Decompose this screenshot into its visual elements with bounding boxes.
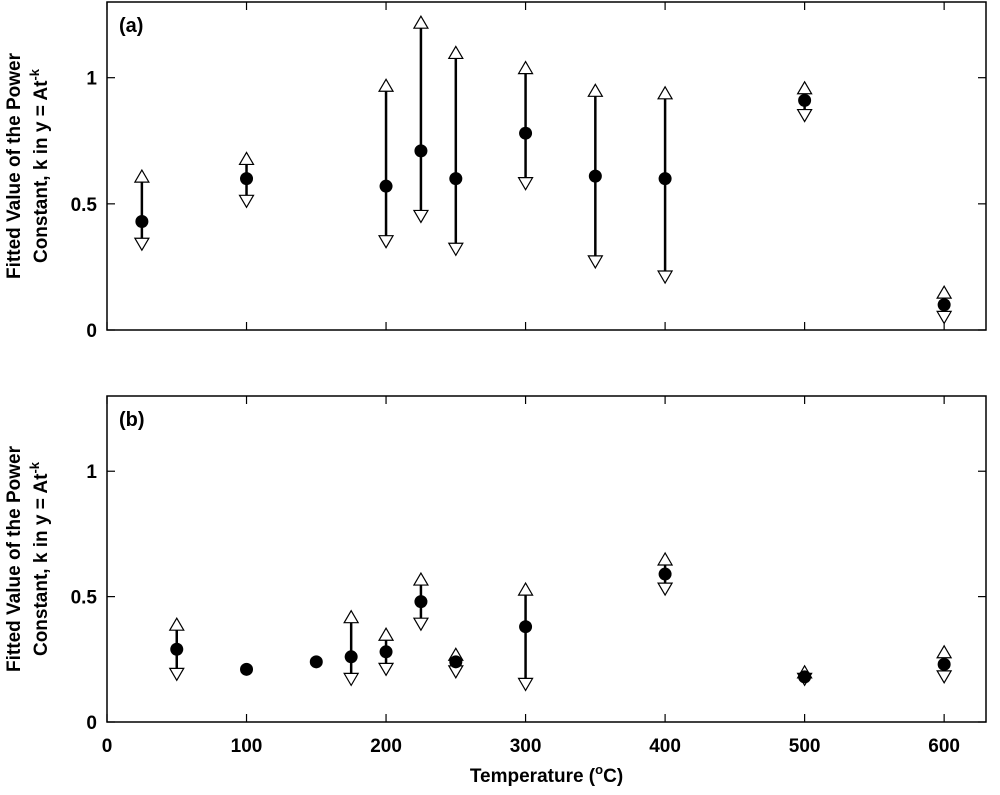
lower-bound-marker [412,209,429,224]
data-point [937,657,951,671]
lower-bound-marker [343,672,360,687]
upper-bound-marker [412,14,429,29]
panel-b: 0 100 200 300 400 500 600 0 0.5 1 (b) Fitted Value … [4,395,987,787]
lower-bound-marker [657,270,674,285]
upper-bound-marker [587,83,604,97]
upper-bound-marker [936,644,953,659]
data-point [344,650,358,664]
x-tick-label: 500 [789,736,821,757]
upper-bound-marker [378,78,395,92]
y-tick-label: 0 [86,321,97,342]
x-tick-label: 0 [102,736,113,757]
data-point [658,172,672,186]
y-tick-label: 0.5 [71,588,98,609]
data-point [135,215,149,229]
x-tick-label: 400 [649,736,681,757]
upper-bound-marker [378,627,395,641]
data-point [798,670,812,684]
data-point [588,169,602,183]
lower-bound-marker [657,582,674,597]
upper-bound-marker [657,551,674,566]
y-tick-label: 1 [86,69,97,90]
data-point [937,298,951,312]
y-axis-title-line2: Constant, k in y = At-k [27,68,52,263]
lower-bound-marker [412,617,429,632]
upper-bound-marker [517,581,534,596]
upper-bound-marker [517,60,534,75]
y-tick-label: 1 [86,462,97,483]
y-axis-title-line1: Fitted Value of the Power [4,52,25,279]
upper-bound-marker [447,45,464,60]
x-axis-title: Temperature (oC) [470,762,623,787]
data-point [170,642,184,656]
data-point [414,595,428,609]
panel-label: (a) [119,15,143,37]
y-tick-label: 0 [86,713,97,734]
upper-bound-marker [343,609,360,624]
x-tick-label: 300 [510,736,542,757]
x-tick-label: 200 [370,736,402,757]
upper-bound-marker [238,151,255,166]
data-point [798,93,812,107]
panel-a: 0 0.5 1 (a) Fitted Value of the Power Constan… [4,1,987,342]
plot-frame [106,395,987,723]
lower-bound-marker [517,177,534,191]
x-tick-label: 600 [928,736,960,757]
lower-bound-marker [168,667,185,682]
lower-bound-marker [796,108,813,123]
panel-label: (b) [119,409,145,431]
upper-bound-marker [168,617,185,631]
data-point [658,567,672,581]
lower-bound-marker [447,242,464,257]
data-point [519,620,533,634]
upper-bound-marker [936,284,953,299]
upper-bound-marker [133,168,150,183]
plot-frame [106,1,987,331]
data-point [414,144,428,158]
data-point [309,655,323,669]
data-point [449,172,463,186]
upper-bound-marker [412,571,429,586]
data-point [240,172,254,186]
y-axis-title-line2: Constant, k in y = At-k [27,461,52,656]
lower-bound-marker [133,237,150,252]
lower-bound-marker [936,670,953,685]
lower-bound-marker [587,255,604,270]
lower-bound-marker [378,662,395,677]
lower-bound-marker [936,310,953,325]
lower-bound-marker [238,194,255,209]
lower-bound-marker [378,235,395,249]
data-point [449,655,463,669]
upper-bound-marker [796,80,813,95]
y-tick-label: 0.5 [71,195,98,216]
data-point [519,126,533,140]
y-axis-title-line1: Fitted Value of the Power [4,445,25,672]
data-point [379,645,393,659]
lower-bound-marker [517,677,534,692]
x-tick-label: 100 [231,736,263,757]
data-point [240,662,254,676]
data-point [379,179,393,193]
upper-bound-marker [657,85,674,100]
